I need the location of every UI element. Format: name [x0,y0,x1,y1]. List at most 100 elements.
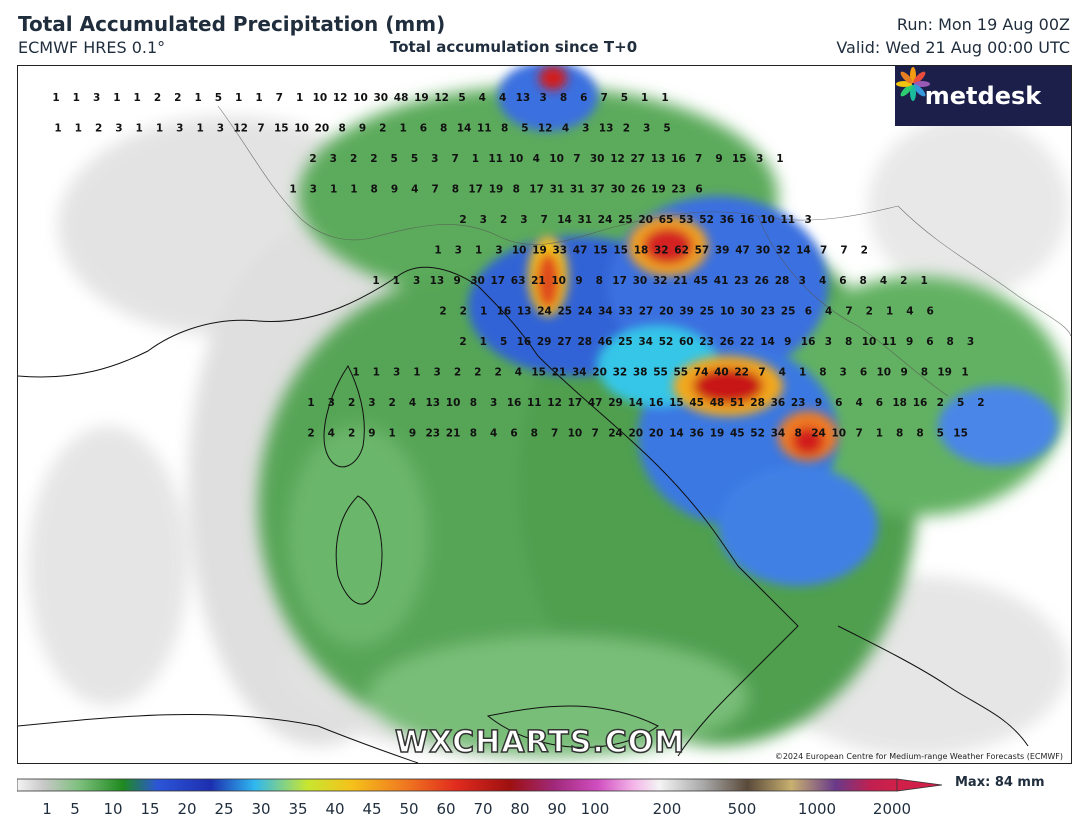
precip-value: 3 [431,153,438,165]
precip-value: 1 [661,92,668,104]
precip-value: 16 [801,336,816,348]
precip-value: 10 [862,336,877,348]
precip-value: 2 [454,367,461,379]
precip-value: 10 [831,428,846,440]
precip-value: 2 [389,397,396,409]
precip-value: 4 [855,397,862,409]
flower-icon [896,67,930,101]
precip-value: 8 [531,428,538,440]
precip-value: 8 [845,336,852,348]
precip-value: 6 [835,397,842,409]
precip-value: 4 [411,184,418,196]
precip-value: 23 [671,184,686,196]
precip-value: 2 [309,153,316,165]
precip-value: 4 [819,275,826,287]
precip-value: 2 [95,123,102,135]
precip-value: 20 [315,123,330,135]
precip-value: 33 [552,245,567,257]
precip-value: 10 [294,123,309,135]
precip-value: 3 [804,214,811,226]
precip-value: 37 [590,184,605,196]
precip-value: 19 [489,184,504,196]
precip-value: 4 [328,428,335,440]
precip-value: 27 [557,336,572,348]
precip-value: 8 [819,367,826,379]
precip-value: 1 [330,184,337,196]
colorbar-tick: 30 [251,800,271,818]
precip-value: 8 [896,428,903,440]
precip-value: 1 [352,367,359,379]
precip-value: 16 [507,397,522,409]
precip-value: 45 [689,397,704,409]
precip-value: 7 [592,428,599,440]
precip-value: 31 [550,184,565,196]
precip-value: 1 [920,275,927,287]
precip-value: 36 [689,428,704,440]
precip-value: 10 [512,245,527,257]
colorbar-tick: 60 [436,800,456,818]
precip-value: 18 [892,397,907,409]
precip-value: 1 [876,428,883,440]
precip-value: 10 [551,275,566,287]
precip-value: 8 [560,92,567,104]
precip-value: 22 [740,336,755,348]
precip-value: 46 [598,336,613,348]
precip-value: 7 [855,428,862,440]
max-label: Max: 84 mm [955,775,1045,790]
precip-value: 3 [490,397,497,409]
precip-value: 9 [784,336,791,348]
run-time: Run: Mon 19 Aug 00Z [896,15,1070,34]
precip-value: 2 [348,397,355,409]
colorbar-tick: 25 [214,800,234,818]
precip-value: 39 [715,245,730,257]
colorbar-tick: 45 [362,800,382,818]
precip-value: 15 [732,153,747,165]
precip-value: 8 [470,397,477,409]
precip-value: 53 [679,214,694,226]
precip-value: 7 [695,153,702,165]
precip-value: 1 [289,184,296,196]
precip-value: 3 [176,123,183,135]
precip-value: 5 [937,428,944,440]
precip-value: 26 [720,336,735,348]
precip-value: 4 [409,397,416,409]
precip-value: 25 [781,306,796,318]
precip-value: 10 [446,397,461,409]
colorbar-tick: 70 [473,800,493,818]
colorbar-tick: 1 [42,800,52,818]
precip-value: 2 [348,428,355,440]
precip-value: 23 [791,397,806,409]
precip-value: 1 [399,123,406,135]
colorbar-tick: 500 [727,800,757,818]
precip-value: 17 [612,275,627,287]
precip-value: 8 [513,184,520,196]
precip-value: 9 [575,275,582,287]
colorbar-tick: 50 [399,800,419,818]
precip-value: 3 [217,123,224,135]
precip-value: 12 [333,92,348,104]
precip-value: 2 [439,306,446,318]
precip-value: 30 [610,184,625,196]
precip-value: 4 [499,92,506,104]
precip-value: 2 [370,153,377,165]
precip-value: 3 [495,245,502,257]
precip-value: 10 [760,214,775,226]
precip-value: 1 [350,184,357,196]
precip-value: 16 [497,306,512,318]
precipitation-map[interactable]: 1 1 3 1 1 2 2 1 5 1 1 7 1 10 12 10 30 48 19 12 5 4 4 13 3 8 6 7 5 1 1 1… [17,65,1072,764]
precip-value: 7 [257,123,264,135]
precipitation-values: 1 1 3 1 1 2 2 1 5 1 1 7 1 10 12 10 30 48 19 12 5 4 4 13 3 8 6 7 5 1 11… [52,92,984,440]
precip-value: 23 [734,275,749,287]
precip-value: 2 [937,397,944,409]
heavy-precip-cores [528,66,838,461]
precip-value: 63 [511,275,526,287]
precip-value: 14 [457,123,472,135]
precip-value: 51 [730,397,745,409]
precip-value: 5 [500,336,507,348]
precip-value: 45 [693,275,708,287]
precip-value: 2 [350,153,357,165]
precip-value: 26 [754,275,769,287]
metdesk-logo[interactable]: metdesk [895,66,1071,126]
precip-value: 1 [475,245,482,257]
colorbar [16,778,943,792]
